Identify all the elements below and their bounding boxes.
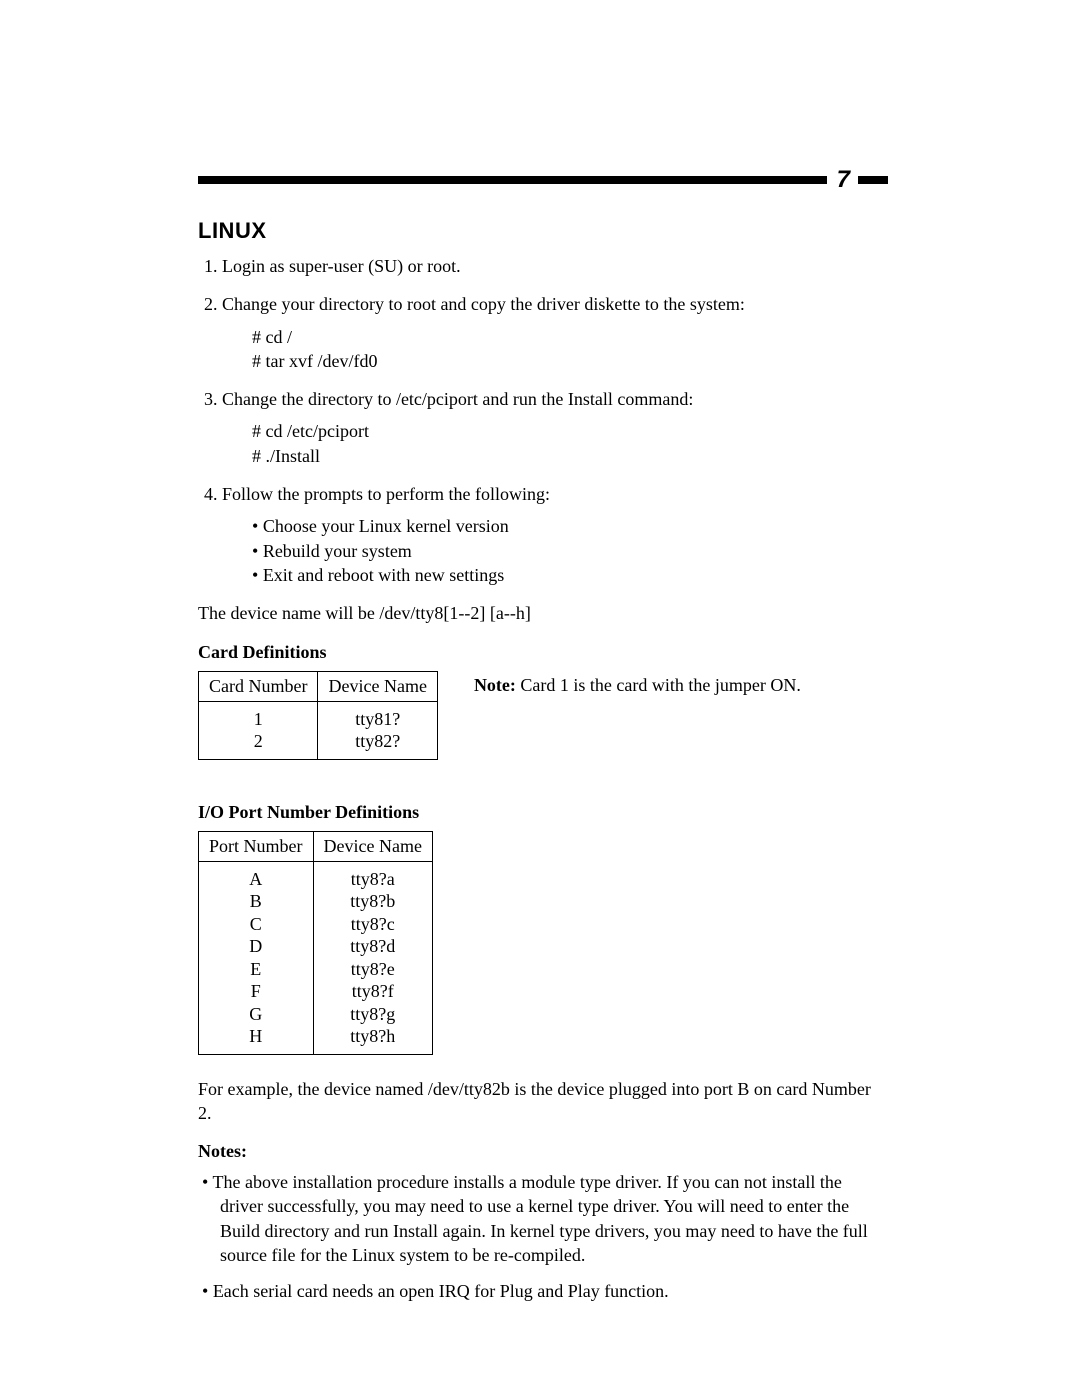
notes-list: The above installation procedure install…: [198, 1170, 888, 1303]
step-4: Follow the prompts to perform the follow…: [222, 482, 888, 587]
card-td-2: tty81? tty82?: [318, 701, 437, 759]
step-4-sub-1: Choose your Linux kernel version: [252, 514, 888, 538]
step-4-sub-2: Rebuild your system: [252, 539, 888, 563]
step-3-cmd: # cd /etc/pciport # ./Install: [252, 419, 888, 468]
note-1: The above installation procedure install…: [202, 1170, 888, 1267]
step-3-text: Change the directory to /etc/pciport and…: [222, 389, 693, 409]
step-2-cmd: # cd / # tar xvf /dev/fd0: [252, 325, 888, 374]
card-th-2: Device Name: [318, 671, 437, 701]
step-3: Change the directory to /etc/pciport and…: [222, 387, 888, 468]
step-1: Login as super-user (SU) or root.: [222, 254, 888, 278]
io-td-1: A B C D E F G H: [199, 861, 314, 1054]
card-note: Note: Card 1 is the card with the jumper…: [474, 671, 801, 697]
card-table-row: Card Number Device Name 1 2 tty81? tty82…: [198, 671, 888, 760]
io-th-2: Device Name: [313, 831, 432, 861]
card-note-label: Note:: [474, 675, 516, 695]
header-rule: 7: [198, 166, 888, 194]
card-defs-heading: Card Definitions: [198, 642, 888, 663]
card-th-1: Card Number: [199, 671, 318, 701]
io-td-2: tty8?a tty8?b tty8?c tty8?d tty8?e tty8?…: [313, 861, 432, 1054]
step-4-text: Follow the prompts to perform the follow…: [222, 484, 550, 504]
card-definitions-table: Card Number Device Name 1 2 tty81? tty82…: [198, 671, 438, 760]
io-defs-heading: I/O Port Number Definitions: [198, 802, 888, 823]
page-number: 7: [827, 166, 858, 194]
section-title: LINUX: [198, 218, 888, 244]
notes-heading: Notes:: [198, 1141, 888, 1162]
step-2: Change your directory to root and copy t…: [222, 292, 888, 373]
steps-list: Login as super-user (SU) or root. Change…: [198, 254, 888, 587]
io-definitions-table: Port Number Device Name A B C D E F G H …: [198, 831, 433, 1055]
card-note-text: Card 1 is the card with the jumper ON.: [516, 675, 801, 695]
io-th-1: Port Number: [199, 831, 314, 861]
card-td-1: 1 2: [199, 701, 318, 759]
example-paragraph: For example, the device named /dev/tty82…: [198, 1077, 888, 1126]
rule-bar-right: [858, 176, 888, 184]
note-2: Each serial card needs an open IRQ for P…: [202, 1279, 888, 1303]
rule-bar-left: [198, 176, 827, 184]
page-content: 7 LINUX Login as super-user (SU) or root…: [198, 166, 888, 1316]
device-name-line: The device name will be /dev/tty8[1--2] …: [198, 601, 888, 625]
step-4-sublist: Choose your Linux kernel version Rebuild…: [252, 514, 888, 587]
step-4-sub-3: Exit and reboot with new settings: [252, 563, 888, 587]
step-2-text: Change your directory to root and copy t…: [222, 294, 745, 314]
step-1-text: Login as super-user (SU) or root.: [222, 256, 461, 276]
